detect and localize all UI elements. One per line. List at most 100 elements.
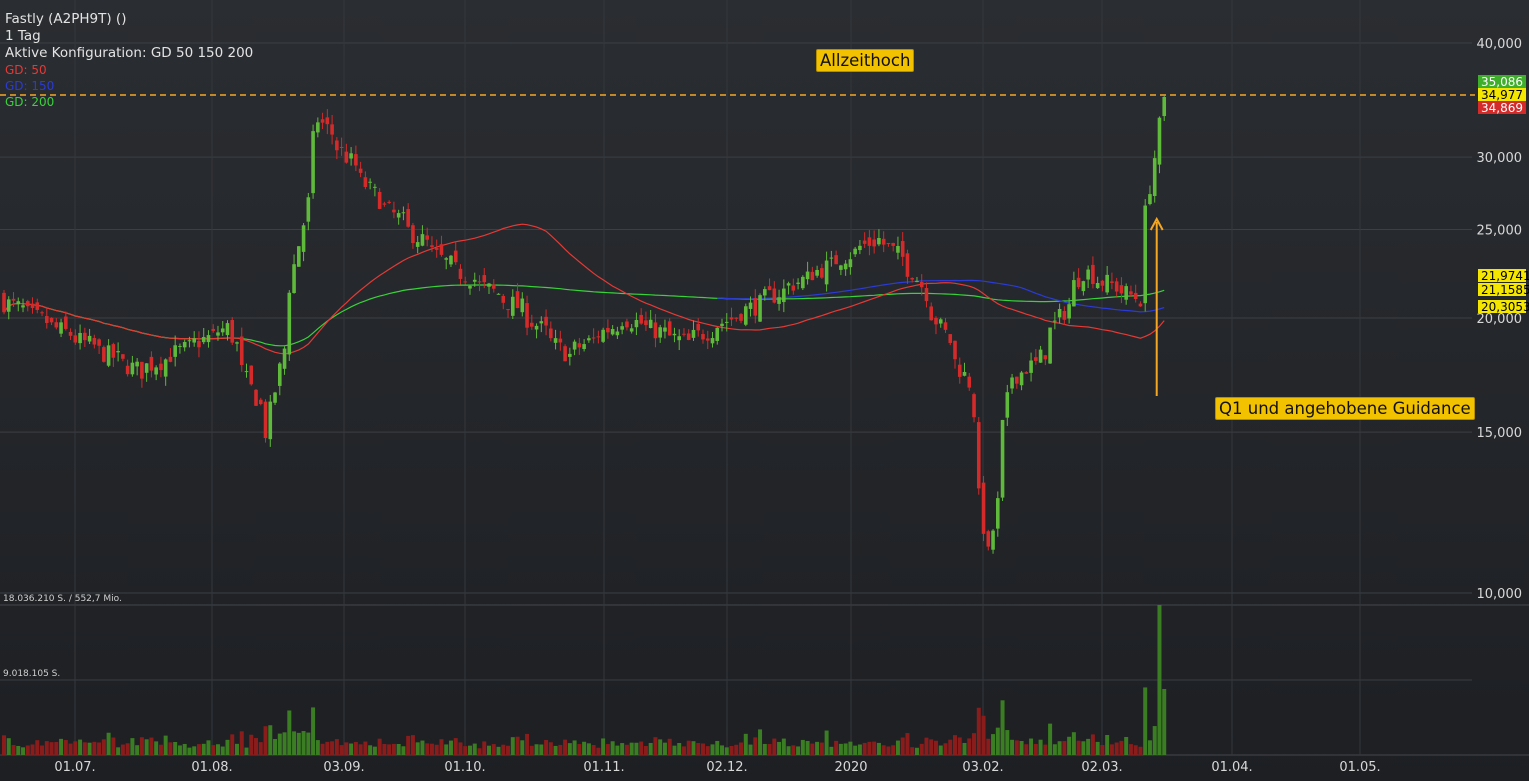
volume-max-label: 18.036.210 S. / 552,7 Mio. xyxy=(3,594,122,604)
volume-bar xyxy=(325,741,330,755)
candle-body xyxy=(1162,96,1167,117)
candle-body xyxy=(530,322,534,327)
volume-bar xyxy=(192,746,197,755)
volume-bar xyxy=(225,739,230,755)
candle-body xyxy=(591,337,596,339)
candle-body xyxy=(724,321,729,323)
volume-bar xyxy=(986,738,991,755)
candle-body xyxy=(87,335,92,342)
volume-bar xyxy=(453,738,458,755)
candle-body xyxy=(805,271,810,280)
volume-bar xyxy=(910,747,915,755)
candle-body xyxy=(354,154,358,166)
volume-bar xyxy=(957,737,962,755)
candle-body xyxy=(820,268,824,278)
x-tick-label: 02.12. xyxy=(706,760,747,775)
x-tick-label: 03.02. xyxy=(962,760,1003,775)
volume-bar xyxy=(215,744,220,755)
volume-bar xyxy=(1043,744,1048,755)
candle-body xyxy=(168,356,173,362)
candle-body xyxy=(287,292,292,355)
candle-body xyxy=(21,305,25,308)
volume-bar xyxy=(1029,738,1034,755)
guidance-annotation: Q1 und angehobene Guidance xyxy=(1215,397,1475,420)
candle-body xyxy=(553,338,558,343)
candle-body xyxy=(1081,281,1086,292)
volume-bar xyxy=(834,740,839,755)
candle-body xyxy=(515,291,520,309)
price-label: 35,086 xyxy=(1481,75,1523,89)
candle-body xyxy=(506,309,510,311)
volume-bar xyxy=(206,740,211,755)
candle-body xyxy=(967,376,972,388)
candle-body xyxy=(829,257,834,259)
volume-bar xyxy=(439,739,444,755)
candle-body xyxy=(539,321,544,324)
candle-body xyxy=(121,354,125,359)
volume-bar xyxy=(1052,744,1057,755)
volume-bar xyxy=(781,738,786,755)
volume-bar xyxy=(491,744,496,755)
candle-body xyxy=(25,301,30,307)
volume-bar xyxy=(244,747,249,755)
volume-bar xyxy=(1090,734,1095,755)
volume-bar xyxy=(777,741,782,755)
volume-bar xyxy=(905,733,910,755)
volume-bar xyxy=(1138,746,1143,755)
candle-body xyxy=(929,306,934,321)
volume-bar xyxy=(881,745,886,755)
candle-body xyxy=(30,303,35,308)
candle-body xyxy=(777,297,781,304)
volume-bar xyxy=(425,743,430,755)
volume-bar xyxy=(900,737,905,755)
volume-bar xyxy=(629,742,634,755)
volume-bar xyxy=(30,744,35,755)
candle-body xyxy=(178,345,182,347)
volume-bar xyxy=(848,741,853,755)
volume-bar xyxy=(976,707,981,755)
y-tick-label: 10,000 xyxy=(1477,587,1523,602)
volume-bar xyxy=(177,745,182,755)
volume-bar xyxy=(40,745,45,755)
candle-body xyxy=(1015,376,1019,384)
candle-body xyxy=(843,263,848,270)
volume-bar xyxy=(1147,740,1152,755)
candle-body xyxy=(872,239,876,247)
candle-body xyxy=(320,119,325,123)
volume-bar xyxy=(49,742,54,755)
volume-bar xyxy=(810,743,815,755)
volume-bar xyxy=(448,740,453,755)
candle-body xyxy=(900,241,905,257)
candle-body xyxy=(525,303,529,328)
volume-bar xyxy=(667,738,672,755)
candle-body xyxy=(434,248,439,250)
candle-body xyxy=(729,317,734,320)
candle-body xyxy=(915,280,919,283)
volume-bar xyxy=(563,739,568,755)
candle-body xyxy=(135,361,139,367)
candle-body xyxy=(501,295,506,303)
volume-bar xyxy=(857,744,862,755)
volume-bar xyxy=(567,743,572,755)
volume-bar xyxy=(144,739,149,755)
candle-body xyxy=(73,335,78,343)
volume-bar xyxy=(168,742,173,755)
volume-bar xyxy=(553,745,558,755)
candle-body xyxy=(934,317,938,325)
candle-body xyxy=(220,328,225,333)
x-tick-label: 02.03. xyxy=(1081,760,1122,775)
candle-body xyxy=(877,237,881,245)
candle-body xyxy=(373,186,377,188)
candle-body xyxy=(491,284,496,289)
volume-bar xyxy=(1019,740,1024,755)
candle-body xyxy=(957,364,962,377)
candle-body xyxy=(325,117,330,125)
volume-bar xyxy=(510,737,515,755)
volume-bar xyxy=(482,741,487,755)
volume-bar xyxy=(467,745,472,755)
candle-body xyxy=(834,255,838,265)
volume-bar xyxy=(948,739,953,755)
volume-bar xyxy=(54,742,59,755)
